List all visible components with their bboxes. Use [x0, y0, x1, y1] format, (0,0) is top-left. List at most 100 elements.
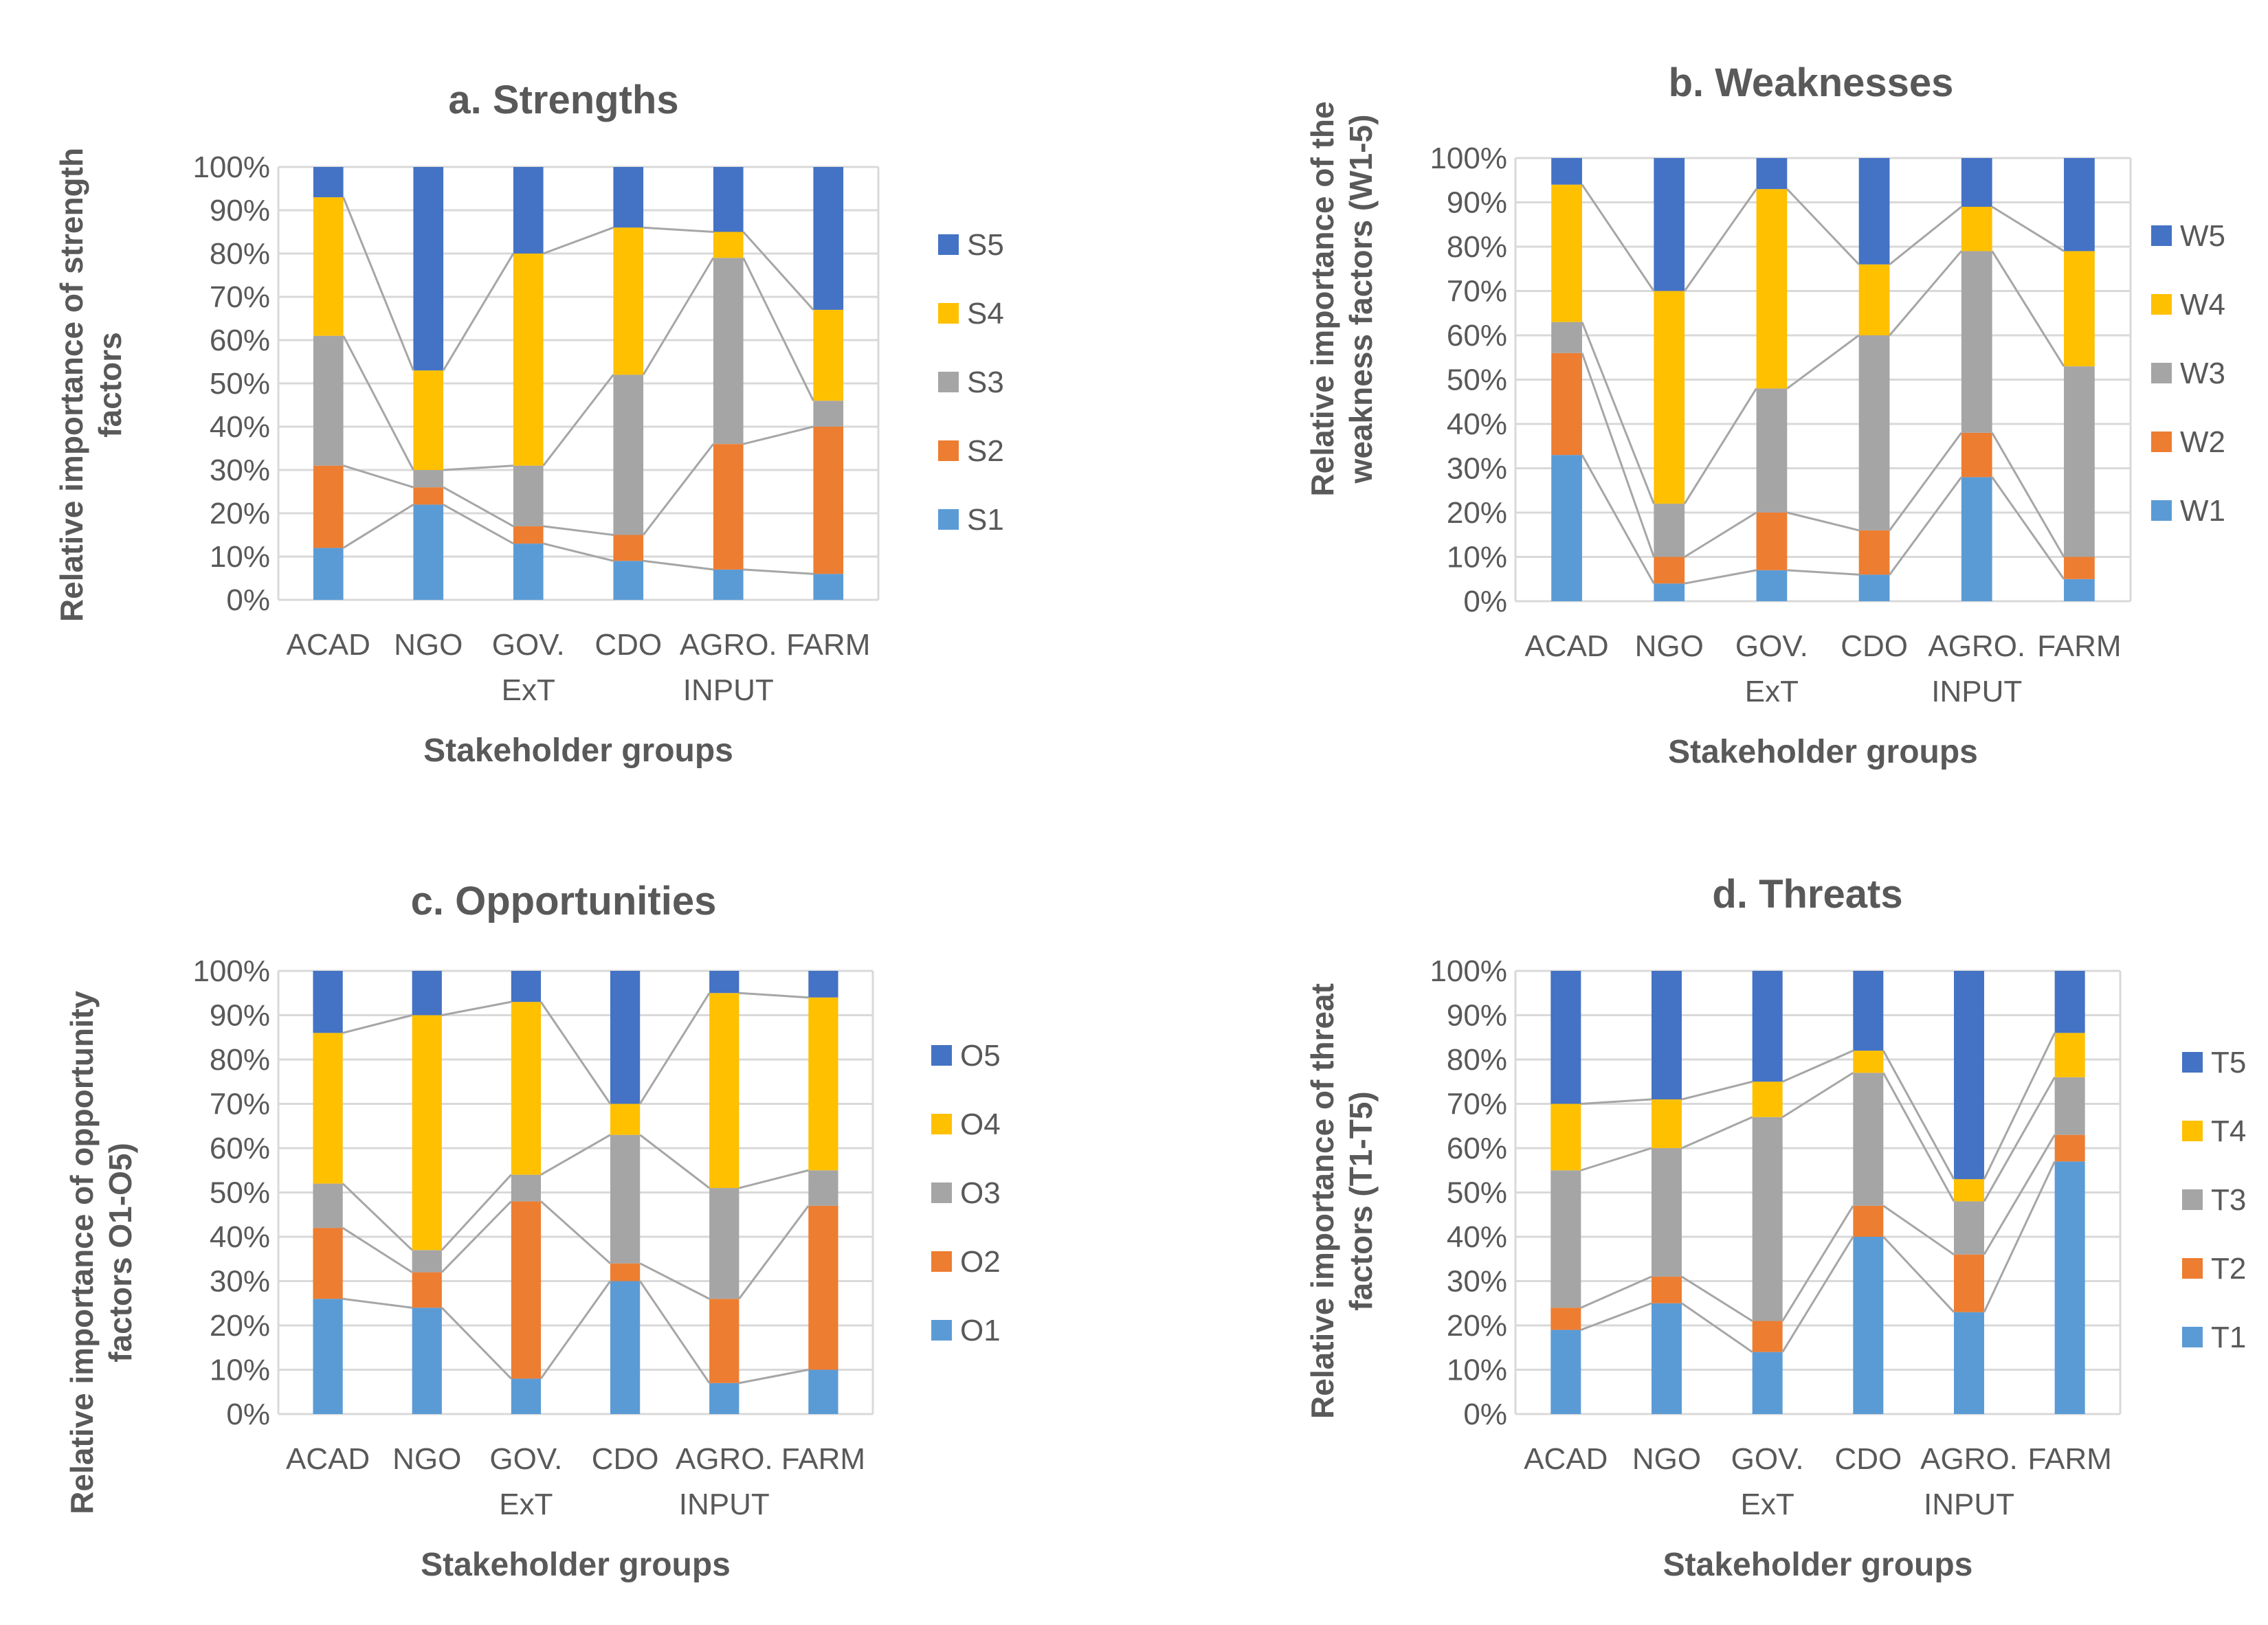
series-connector-line	[342, 1226, 413, 1273]
weaknesses-chart: b. Weaknesses 0% 10% 20% 30% 40% 50% 60% 70% 80% 9…	[1304, 60, 2225, 770]
bar-o2-cdo	[610, 1263, 641, 1281]
bar-w3-cdo	[1858, 335, 1890, 530]
bar-o2-farm	[808, 1205, 838, 1370]
bar-s2-farm	[813, 427, 844, 574]
x-tick-label: ExT	[1745, 675, 1799, 708]
y-tick-label: 30%	[1447, 452, 1507, 486]
x-tick-label: ExT	[502, 673, 555, 707]
bar-t2-farm	[2054, 1134, 2085, 1162]
y-tick-label: 0%	[1463, 585, 1507, 618]
bar-o4-acad	[313, 1033, 343, 1184]
series-connector-line	[1581, 1098, 1652, 1105]
legend-swatch	[2151, 500, 2172, 521]
bar-s3-gov-ext	[513, 465, 544, 526]
bar-w4-ngo	[1654, 291, 1685, 504]
bar-w1-agro-input	[1961, 477, 1992, 601]
bar-o3-cdo	[610, 1134, 641, 1264]
series-connector-line	[1889, 476, 1963, 576]
series-connector-line	[1581, 322, 1655, 504]
bar-w2-acad	[1551, 352, 1582, 456]
y-tick-label: 50%	[1447, 1176, 1507, 1210]
series-connector-line	[1787, 569, 1859, 576]
x-axis-label: Stakeholder groups	[421, 1547, 731, 1583]
y-tick-label: 10%	[1447, 1354, 1507, 1387]
series-connector-line	[1983, 1032, 2056, 1180]
bar-o5-farm	[808, 971, 838, 998]
legend-label: O2	[960, 1245, 1001, 1279]
y-axis-label: Relative importance of threatfactors (T1…	[1304, 983, 1379, 1419]
bar-s4-agro-input	[713, 232, 744, 258]
chart-title: a. Strengths	[448, 78, 678, 122]
series-connector-line	[443, 464, 514, 471]
x-tick-label: FARM	[2028, 1442, 2112, 1476]
bar-w5-agro-input	[1961, 158, 1992, 207]
series-connector-line	[639, 1262, 710, 1300]
series-connector-line	[739, 1369, 809, 1385]
legend-label: T3	[2211, 1183, 2246, 1217]
series-connector-line	[643, 226, 714, 233]
y-tick-label: 20%	[1447, 496, 1507, 530]
y-tick-label: 10%	[1447, 541, 1507, 574]
x-tick-label: CDO	[1834, 1442, 1902, 1476]
series-connector-line	[543, 525, 614, 536]
bar-s1-agro-input	[713, 569, 744, 600]
legend-swatch	[2182, 1258, 2203, 1279]
y-tick-label: 100%	[1430, 954, 1507, 988]
bar-t2-ngo	[1652, 1277, 1682, 1303]
series-connector-line	[1983, 1161, 2056, 1313]
y-tick-label: 70%	[1447, 1088, 1507, 1121]
bar-o1-gov-ext	[511, 1378, 542, 1414]
series-connector-line	[739, 1169, 809, 1189]
y-axis-label: Relative importance of strengthfactors	[54, 148, 128, 622]
series-connector-line	[742, 257, 814, 401]
bar-o4-cdo	[610, 1103, 641, 1135]
bar-t5-farm	[2054, 971, 2085, 1033]
legend-label: S1	[967, 503, 1004, 537]
series-connector-line	[642, 257, 715, 376]
bar-s5-acad	[313, 167, 344, 198]
x-tick-label: GOV.	[1731, 1442, 1804, 1476]
legend-label: W2	[2180, 425, 2225, 459]
y-tick-label: 90%	[1447, 186, 1507, 220]
series-connector-line	[1580, 1147, 1652, 1172]
series-connector-line	[1983, 1077, 2056, 1202]
series-connector-line	[1782, 1049, 1854, 1083]
y-tick-label: 40%	[210, 410, 270, 444]
y-tick-label: 30%	[210, 453, 270, 487]
bar-w3-ngo	[1654, 504, 1685, 557]
bar-t2-acad	[1550, 1308, 1581, 1330]
legend-swatch	[2151, 363, 2172, 383]
legend-label: T4	[2211, 1114, 2246, 1148]
bar-w3-acad	[1551, 322, 1582, 353]
bar-o3-ngo	[412, 1250, 442, 1273]
series-connector-line	[638, 1280, 711, 1384]
bar-s2-acad	[313, 465, 344, 548]
x-tick-label: FARM	[786, 628, 870, 662]
series-connector-line	[1991, 250, 2065, 367]
legend-swatch	[938, 234, 959, 255]
bar-o4-farm	[808, 997, 838, 1171]
chart-title: b. Weaknesses	[1669, 60, 1954, 105]
series-connector-line	[342, 1297, 412, 1309]
bar-w5-farm	[2064, 158, 2095, 251]
x-tick-label: AGRO.	[676, 1442, 773, 1476]
bar-s1-ngo	[413, 504, 444, 600]
bar-t2-gov-ext	[1752, 1321, 1783, 1352]
legend-label: O4	[960, 1108, 1001, 1141]
x-tick-label: FARM	[2037, 629, 2121, 663]
legend-swatch	[2182, 1052, 2203, 1073]
bar-o3-farm	[808, 1170, 838, 1206]
bar-w2-cdo	[1858, 530, 1890, 575]
opportunities-chart: c. Opportunities 0% 10% 20% 30% 40% 50% 60% 70% 8…	[64, 879, 1001, 1583]
bar-o1-agro-input	[709, 1382, 740, 1414]
x-tick-label: NGO	[1635, 629, 1704, 663]
series-connector-line	[540, 1200, 611, 1264]
legend-label: W3	[2180, 357, 2225, 390]
series-connector-line	[1684, 569, 1757, 585]
bar-s4-gov-ext	[513, 254, 544, 466]
y-tick-label: 70%	[210, 1088, 270, 1121]
series-connector-line	[643, 559, 714, 571]
bar-w2-gov-ext	[1756, 513, 1788, 570]
y-tick-label: 50%	[1447, 363, 1507, 397]
y-tick-label: 60%	[1447, 319, 1507, 352]
